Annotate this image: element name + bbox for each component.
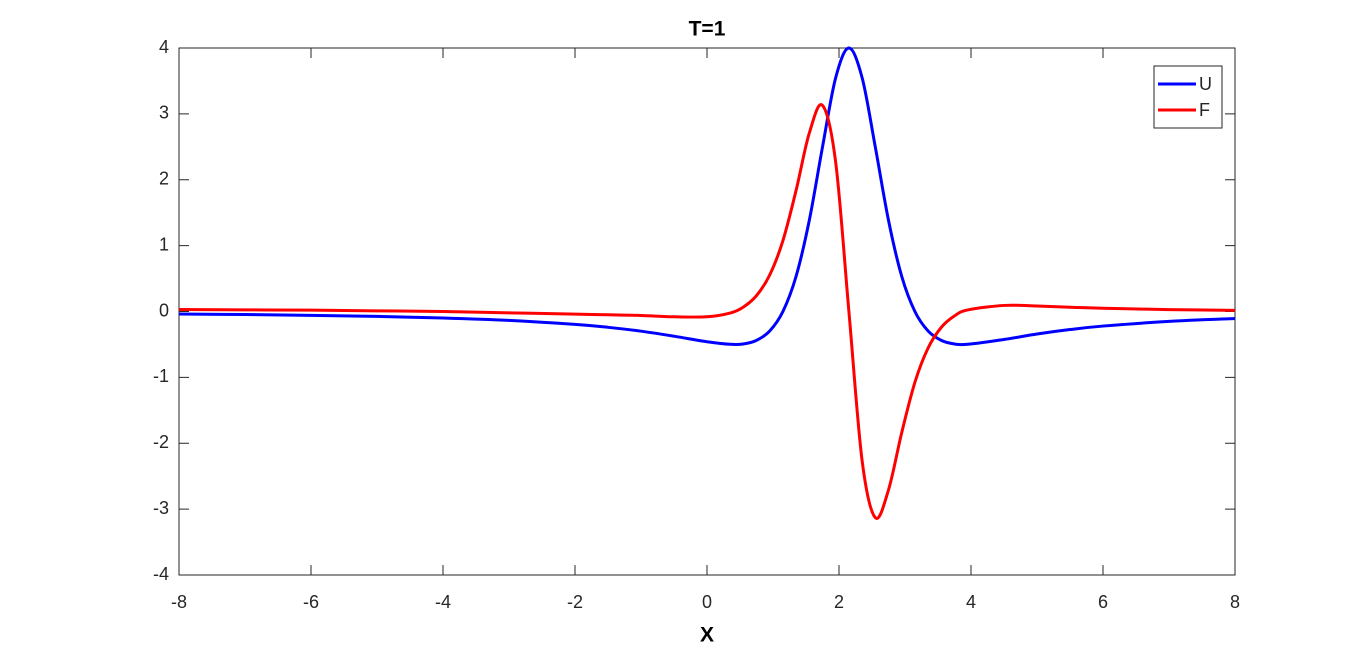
x-tick-label: 8 <box>1230 592 1240 612</box>
x-tick-label: -4 <box>435 592 451 612</box>
y-tick-label: -2 <box>153 432 169 452</box>
y-tick-label: 4 <box>159 37 169 57</box>
y-tick-label: 1 <box>159 234 169 254</box>
x-axis-label: X <box>700 624 714 647</box>
y-tick-label: 3 <box>159 103 169 123</box>
x-tick-label: -8 <box>171 592 187 612</box>
legend-box <box>1153 65 1223 129</box>
x-tick-label: -6 <box>303 592 319 612</box>
x-tick-label: 6 <box>1098 592 1108 612</box>
y-tick-label: -3 <box>153 498 169 518</box>
y-tick-label: 2 <box>159 169 169 189</box>
legend-label: F <box>1199 100 1210 120</box>
x-tick-label: 0 <box>702 592 712 612</box>
series-line <box>178 46 1236 347</box>
x-tick-label: -2 <box>567 592 583 612</box>
y-tick-label: 0 <box>159 300 169 320</box>
x-tick-label: 4 <box>966 592 976 612</box>
y-tick-label: -4 <box>153 564 169 584</box>
chart-title: T=1 <box>689 18 726 41</box>
y-tick-label: -1 <box>153 366 169 386</box>
legend-label: U <box>1199 74 1212 94</box>
series-line <box>178 103 1236 520</box>
x-tick-label: 2 <box>834 592 844 612</box>
